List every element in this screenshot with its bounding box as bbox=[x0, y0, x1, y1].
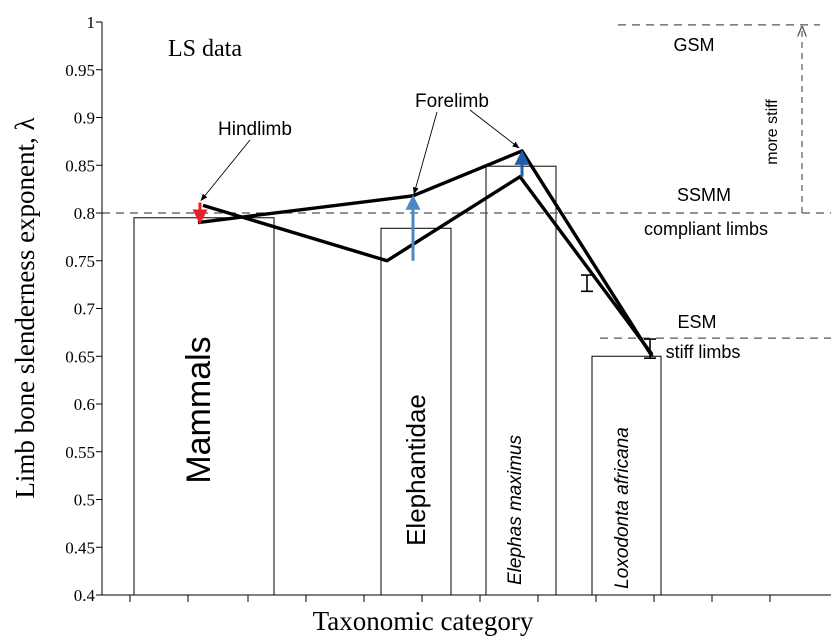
hindlimb-label: Hindlimb bbox=[218, 119, 292, 140]
bar-label: Mammals bbox=[180, 336, 218, 483]
reference-lines-layer: GSM SSMM compliant limbs ESM stiff limbs bbox=[102, 24, 831, 362]
forelimb-label: Forelimb bbox=[415, 91, 489, 112]
reference-line-label: GSM bbox=[673, 35, 714, 55]
y-tick-label: 0.7 bbox=[74, 300, 96, 319]
bar-label: Loxodonta africana bbox=[612, 427, 633, 589]
series-line-forelimb bbox=[197, 149, 654, 358]
y-tick-label: 0.6 bbox=[74, 395, 95, 414]
y-tick-label: 0.45 bbox=[65, 538, 95, 557]
chart-title: LS data bbox=[168, 36, 242, 62]
reference-line-sublabel: stiff limbs bbox=[666, 342, 741, 362]
x-axis-label: Taxonomic category bbox=[313, 606, 534, 636]
y-tick-label: 0.8 bbox=[74, 204, 95, 223]
bar bbox=[591, 355, 662, 596]
y-tick-label: 0.85 bbox=[65, 156, 95, 175]
bar bbox=[133, 217, 275, 596]
axes-layer: 0.4 0.45 0.5 0.55 0.6 0.65 0.7 0.75 0.8 0.85 0.9 0.… bbox=[65, 13, 831, 605]
bar bbox=[380, 227, 452, 596]
y-tick-label: 0.55 bbox=[65, 443, 95, 462]
y-tick-label: 0.65 bbox=[65, 347, 95, 366]
series-line-hindlimb bbox=[202, 175, 654, 356]
forelimb-pointer-2 bbox=[469, 109, 520, 149]
y-tick-label: 0.9 bbox=[74, 109, 95, 128]
y-tick-label: 1 bbox=[87, 13, 96, 32]
y-tick-label: 0.95 bbox=[65, 61, 95, 80]
bar-label: Elephas maximus bbox=[505, 435, 526, 585]
bars-layer: Mammals Elephantidae Elephas maximus Loxodo… bbox=[133, 165, 662, 596]
series-layer bbox=[192, 109, 656, 359]
hindlimb-pointer bbox=[200, 139, 251, 202]
y-tick-label: 0.5 bbox=[74, 491, 95, 510]
reference-line-sublabel: compliant limbs bbox=[644, 219, 768, 239]
more-stiff-label: more stiff bbox=[764, 99, 781, 165]
bar-label: Elephantidae bbox=[401, 394, 431, 546]
reference-line-label: ESM bbox=[677, 312, 716, 332]
reference-line-label: SSMM bbox=[677, 185, 731, 205]
y-axis-label: Limb bone slenderness exponent, λ bbox=[10, 117, 40, 498]
y-tick-label: 0.75 bbox=[65, 252, 95, 271]
forelimb-pointer-1 bbox=[412, 111, 438, 195]
y-tick-label: 0.4 bbox=[74, 586, 96, 605]
